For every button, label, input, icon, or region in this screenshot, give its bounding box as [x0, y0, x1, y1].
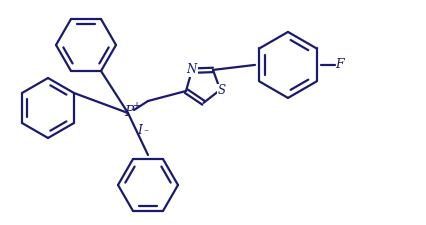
Text: N: N [187, 63, 197, 76]
Text: P: P [124, 105, 134, 119]
Text: ⁻: ⁻ [144, 128, 149, 138]
Text: +: + [132, 101, 140, 111]
Text: I: I [138, 124, 143, 137]
Text: F: F [336, 58, 344, 71]
Text: S: S [217, 84, 225, 97]
